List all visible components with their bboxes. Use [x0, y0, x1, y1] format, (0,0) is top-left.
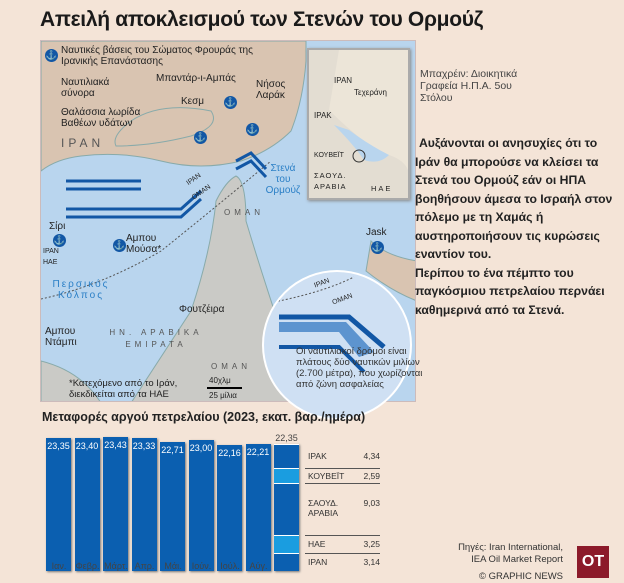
source-line-2: IEA Oil Market Report: [471, 554, 563, 565]
label-iran: ΙΡΑΝ: [61, 136, 105, 150]
breakdown-label: ΚΟΥΒΕΪΤ 2,59: [308, 470, 380, 481]
label-abu-dhabi: Αμπου Ντάμπι: [45, 326, 77, 348]
legend-lanes: Θαλάσσια λωρίδα Βαθέων υδάτων: [61, 107, 141, 129]
chart-title: Μεταφορές αργού πετρελαίου (2023, εκατ. …: [42, 410, 366, 424]
anchor-icon: ⚓: [53, 234, 66, 247]
source-line-1: Πηγές: Iran International,: [458, 542, 563, 553]
divider: [305, 534, 380, 536]
bar-1: [74, 437, 100, 571]
inset-tehran: Τεχεράνη: [354, 88, 387, 97]
anchor-icon: ⚓: [194, 131, 207, 144]
bar-5: [188, 439, 214, 571]
map-shapes: [41, 41, 415, 401]
border-iran-2: ΙΡΑΝ: [43, 248, 59, 255]
anchor-icon: ⚓: [246, 123, 259, 136]
label-jask: Jask: [366, 227, 387, 238]
anchor-icon: ⚓: [371, 241, 384, 254]
segment-1: [274, 468, 299, 484]
bar-value-label: 22,71: [161, 444, 184, 455]
month-label: Απρ.: [134, 561, 155, 571]
label-siri: Σίρι: [49, 221, 66, 232]
sources: Πηγές: Iran International, IEA Oil Marke…: [430, 542, 563, 583]
legend-bases: Ναυτικές βάσεις του Σώματος Φρουράς της …: [61, 45, 253, 67]
label-oman: ΟΜΑΝ: [224, 208, 264, 217]
inset-kuwait: ΚΟΥΒΕΪΤ: [314, 152, 344, 159]
anchor-icon: ⚓: [113, 239, 126, 252]
month-label: Ιαν.: [51, 561, 67, 571]
bar-value-label: 22,21: [246, 447, 270, 458]
inset-shapes: [329, 50, 408, 170]
bar-0: [46, 437, 71, 571]
label-uae: ΗΝ. ΑΡΑΒΙΚΑ ΕΜΙΡΑΤΑ: [109, 328, 203, 349]
border-uae: ΗΑΕ: [43, 259, 58, 266]
bar-7: [245, 444, 271, 571]
bar-value-label: 23,40: [75, 440, 99, 451]
breakdown-label: ΣΑΟΥΔ. ΑΡΑΒΙΑ 9,03: [308, 497, 380, 518]
article-text: Αυξάνονται οι ανησυχίες ότι το Ιράν θα μ…: [415, 134, 620, 319]
segment-3: [274, 534, 299, 554]
lane-diagram: [273, 276, 386, 374]
paragraph-1: Αυξάνονται οι ανησυχίες ότι το Ιράν θα μ…: [415, 136, 613, 261]
label-larak: Νήσος Λαράκ: [256, 79, 286, 101]
month-label: Φεβρ.: [75, 561, 100, 571]
month-label: Ιούλ.: [220, 561, 240, 571]
bar-value-label: 22,35: [275, 432, 298, 443]
segment-0: [274, 443, 299, 469]
footnote: *Κατεχόμενο από το Ιράν, διεκδικείται απ…: [69, 378, 178, 400]
inset-iraq: ΙΡΑΚ: [314, 111, 332, 120]
divider: [305, 483, 380, 485]
scale-miles: 25 μίλια: [209, 391, 237, 400]
breakdown-label: ΙΡΑΝ 3,14: [308, 557, 380, 568]
label-bandar-abbas: Μπαντάρ-ι-Αμπάς: [156, 73, 236, 84]
bar-6: [217, 444, 242, 571]
bar-value-label: 23,33: [132, 440, 156, 451]
month-label: Μάρτ.: [104, 561, 128, 571]
label-qeshm: Κεσμ: [181, 96, 205, 107]
paragraph-2: Περίπου το ένα πέμπτο του παγκόσμιου πετ…: [415, 265, 605, 317]
anchor-icon: ⚓: [45, 49, 58, 62]
month-label: Ιούν.: [191, 561, 212, 571]
bar-value-label: 23,43: [104, 440, 127, 451]
shipping-lane-detail: ΙΡΑΝ ΟΜΑΝ: [262, 270, 412, 420]
bar-value-label: 22,16: [218, 447, 241, 458]
label-abu-musa: Αμπου Μούσα*: [126, 233, 162, 255]
bahrain-note: Μπαχρέιν: Διοικητικά Γραφεία Η.Π.Α. 5ου …: [420, 68, 518, 104]
divider: [305, 468, 380, 470]
legend-borders: Ναυτιλιακά σύνορα: [61, 77, 110, 99]
label-strait: Στενά του Ορμούζ: [265, 163, 301, 196]
ot-logo: OT: [577, 546, 609, 578]
inset-iran: ΙΡΑΝ: [334, 76, 353, 85]
scale-km: 40χλμ: [209, 376, 231, 385]
divider: [305, 553, 380, 555]
bar-value-label: 23,35: [47, 440, 70, 451]
inset-map: ΙΡΑΝ Τεχεράνη ΙΡΑΚ ΚΟΥΒΕΪΤ ΣΑΟΥΔ. ΑΡΑΒΙΑ…: [307, 48, 410, 200]
inset-saudi: ΣΑΟΥΔ. ΑΡΑΒΙΑ: [314, 171, 347, 191]
lane-note: Οι ναυτιλιακοί δρόμοι είναι πλάτους δύο …: [296, 346, 423, 390]
bar-4: [160, 441, 185, 571]
inset-uae: ΗΑΕ: [371, 184, 393, 193]
breakdown-label: ΙΡΑΚ 4,34: [308, 450, 380, 461]
label-persian-gulf: Περσικός Κόλπος: [52, 279, 110, 301]
breakdown-label: ΗΑΕ 3,25: [308, 538, 380, 549]
month-label: Αύγ.: [249, 561, 268, 571]
label-fujairah: Φουτζέιρα: [179, 304, 225, 315]
segment-4: [274, 553, 299, 571]
label-oman-2: ΟΜΑΝ: [211, 362, 251, 371]
bar-2: [103, 437, 128, 571]
segment-2: [274, 483, 299, 535]
anchor-icon: ⚓: [224, 96, 237, 109]
credit: © GRAPHIC NEWS: [478, 571, 563, 582]
bar-value-label: 23,00: [189, 442, 213, 453]
month-label: Μάι.: [164, 561, 182, 571]
bar-3: [131, 437, 157, 571]
page-title: Απειλή αποκλεισμού των Στενών του Ορμούζ: [40, 8, 484, 31]
